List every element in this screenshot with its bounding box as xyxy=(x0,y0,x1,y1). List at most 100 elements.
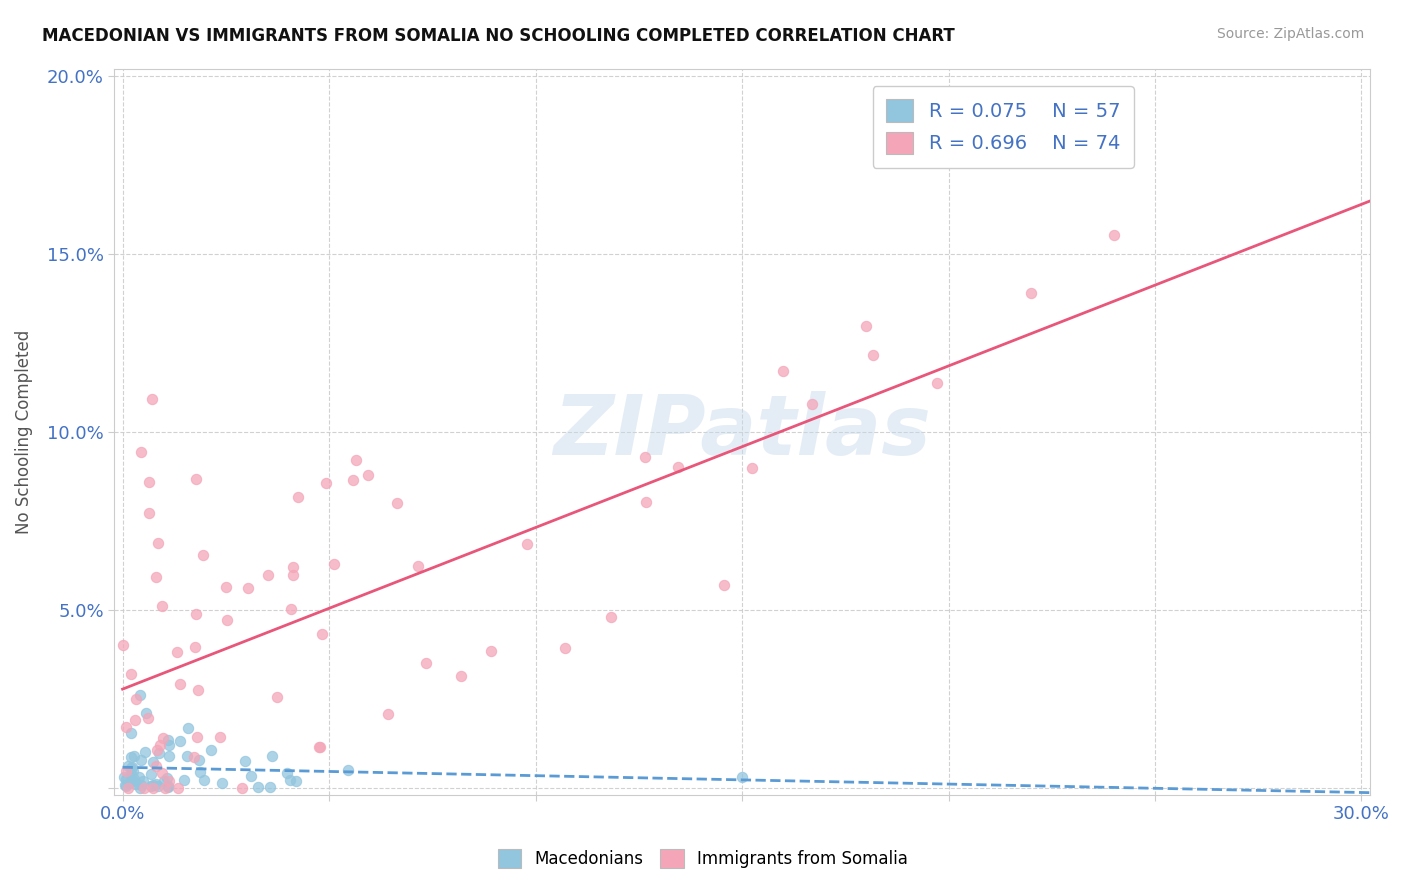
Point xyxy=(233,754,256,768)
Point xyxy=(135,706,157,721)
Point xyxy=(134,745,156,759)
Point xyxy=(357,467,380,482)
Point xyxy=(323,557,346,571)
Point xyxy=(344,452,367,467)
Legend: Macedonians, Immigrants from Somalia: Macedonians, Immigrants from Somalia xyxy=(491,842,915,875)
Point xyxy=(713,577,735,591)
Point xyxy=(157,774,180,789)
Point xyxy=(120,766,142,780)
Point xyxy=(124,777,146,791)
Point xyxy=(257,568,280,582)
Point xyxy=(132,773,155,788)
Point xyxy=(187,683,209,698)
Point xyxy=(1102,228,1125,243)
Point xyxy=(129,444,152,458)
Point xyxy=(336,764,359,778)
Point xyxy=(142,755,165,769)
Point xyxy=(1019,285,1042,300)
Point xyxy=(120,750,142,764)
Point xyxy=(129,778,152,792)
Point xyxy=(855,319,877,334)
Point xyxy=(634,495,657,509)
Point xyxy=(117,759,139,773)
Point xyxy=(666,460,689,475)
Point xyxy=(173,772,195,787)
Point xyxy=(157,779,180,793)
Point xyxy=(118,776,141,790)
Point xyxy=(117,780,139,795)
Point xyxy=(176,749,198,764)
Point xyxy=(278,772,301,787)
Point xyxy=(479,644,502,658)
Point xyxy=(186,730,208,744)
Point xyxy=(124,772,146,786)
Point xyxy=(925,376,948,390)
Point xyxy=(138,506,160,520)
Point xyxy=(599,610,621,624)
Point xyxy=(145,777,167,791)
Point xyxy=(115,720,138,734)
Point xyxy=(115,764,138,779)
Point xyxy=(141,780,163,795)
Point xyxy=(122,749,145,764)
Point xyxy=(285,774,308,789)
Point xyxy=(266,690,288,705)
Point xyxy=(247,780,270,795)
Point xyxy=(731,770,754,784)
Point xyxy=(280,602,302,616)
Point xyxy=(193,772,215,787)
Point xyxy=(208,730,231,744)
Point xyxy=(148,747,170,761)
Point xyxy=(121,760,143,774)
Point xyxy=(281,559,304,574)
Point xyxy=(157,739,180,753)
Point xyxy=(215,580,238,594)
Point xyxy=(287,490,309,504)
Point xyxy=(187,753,209,767)
Y-axis label: No Schooling Completed: No Schooling Completed xyxy=(15,330,32,534)
Point xyxy=(634,450,657,464)
Point xyxy=(112,771,135,785)
Point xyxy=(146,536,169,550)
Point xyxy=(385,496,408,510)
Point xyxy=(138,475,160,489)
Point xyxy=(120,762,142,776)
Point xyxy=(184,472,207,486)
Text: Source: ZipAtlas.com: Source: ZipAtlas.com xyxy=(1216,27,1364,41)
Point xyxy=(112,638,135,652)
Point xyxy=(309,739,332,754)
Point xyxy=(141,767,163,781)
Point xyxy=(145,759,167,773)
Point xyxy=(152,731,174,745)
Point xyxy=(115,772,138,787)
Point xyxy=(114,779,136,793)
Point xyxy=(150,765,173,780)
Point xyxy=(129,753,152,767)
Point xyxy=(142,778,165,792)
Point xyxy=(415,656,437,670)
Point xyxy=(146,743,169,757)
Point xyxy=(377,706,399,721)
Point xyxy=(121,764,143,779)
Point xyxy=(114,778,136,792)
Legend: R = 0.075    N = 57, R = 0.696    N = 74: R = 0.075 N = 57, R = 0.696 N = 74 xyxy=(873,86,1135,168)
Point xyxy=(128,770,150,784)
Point xyxy=(159,749,181,764)
Point xyxy=(148,780,170,794)
Point xyxy=(156,772,179,786)
Point xyxy=(862,348,884,362)
Point xyxy=(153,780,176,795)
Point xyxy=(138,711,160,725)
Point xyxy=(200,743,222,757)
Point xyxy=(801,397,824,411)
Point xyxy=(121,773,143,788)
Text: ZIPatlas: ZIPatlas xyxy=(553,392,931,473)
Text: MACEDONIAN VS IMMIGRANTS FROM SOMALIA NO SCHOOLING COMPLETED CORRELATION CHART: MACEDONIAN VS IMMIGRANTS FROM SOMALIA NO… xyxy=(42,27,955,45)
Point xyxy=(145,570,167,584)
Point xyxy=(128,780,150,795)
Point xyxy=(311,626,333,640)
Point xyxy=(191,548,214,562)
Point xyxy=(259,780,281,794)
Point xyxy=(124,713,146,727)
Point xyxy=(188,765,211,780)
